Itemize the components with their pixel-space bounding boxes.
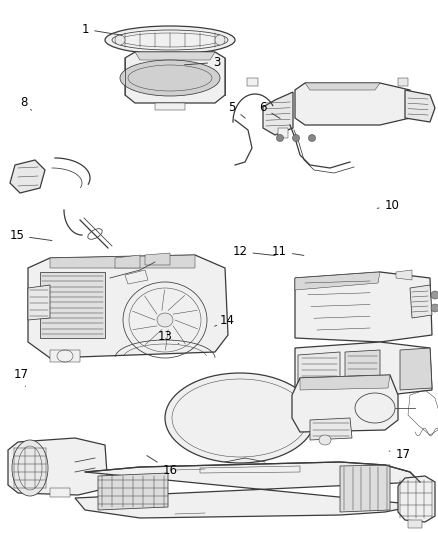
Ellipse shape: [12, 440, 48, 496]
Ellipse shape: [115, 35, 125, 45]
Text: 17: 17: [389, 448, 410, 461]
Polygon shape: [410, 285, 432, 318]
Polygon shape: [40, 272, 105, 338]
Text: 15: 15: [9, 229, 52, 242]
Polygon shape: [292, 375, 398, 432]
Ellipse shape: [308, 134, 315, 141]
Polygon shape: [28, 255, 228, 358]
Polygon shape: [115, 255, 140, 268]
Text: 17: 17: [14, 368, 28, 386]
Text: 1: 1: [81, 23, 122, 36]
Polygon shape: [398, 476, 435, 522]
Ellipse shape: [105, 26, 235, 54]
Polygon shape: [125, 52, 225, 103]
Ellipse shape: [431, 291, 438, 299]
Polygon shape: [50, 488, 70, 497]
Text: 11: 11: [272, 245, 304, 258]
Text: 12: 12: [233, 245, 276, 258]
Polygon shape: [247, 78, 258, 86]
Polygon shape: [155, 103, 185, 110]
Polygon shape: [295, 272, 380, 290]
Polygon shape: [75, 462, 420, 518]
Polygon shape: [300, 375, 390, 390]
Polygon shape: [263, 92, 293, 135]
Polygon shape: [400, 348, 432, 390]
Polygon shape: [145, 253, 170, 265]
Text: 13: 13: [158, 330, 179, 344]
Polygon shape: [10, 160, 45, 193]
Polygon shape: [340, 465, 390, 512]
Polygon shape: [298, 352, 340, 388]
Ellipse shape: [157, 313, 173, 327]
Polygon shape: [295, 83, 415, 125]
Ellipse shape: [293, 134, 300, 141]
Polygon shape: [345, 350, 380, 388]
Text: 5: 5: [229, 101, 245, 118]
Text: 10: 10: [377, 199, 399, 212]
Text: 8: 8: [21, 96, 32, 110]
Text: 6: 6: [259, 101, 280, 118]
Ellipse shape: [276, 134, 283, 141]
Polygon shape: [295, 342, 432, 396]
Polygon shape: [125, 270, 148, 284]
Polygon shape: [278, 128, 288, 138]
Polygon shape: [28, 285, 50, 320]
Ellipse shape: [431, 304, 438, 312]
Text: 3: 3: [184, 56, 220, 69]
Polygon shape: [135, 52, 215, 60]
Polygon shape: [398, 78, 408, 86]
Polygon shape: [305, 83, 380, 90]
Polygon shape: [98, 473, 168, 510]
Ellipse shape: [319, 435, 331, 445]
Polygon shape: [8, 438, 108, 495]
Ellipse shape: [215, 35, 225, 45]
Polygon shape: [50, 350, 80, 362]
Ellipse shape: [165, 373, 315, 463]
Ellipse shape: [120, 60, 220, 96]
Polygon shape: [408, 520, 422, 528]
Text: 14: 14: [215, 314, 234, 327]
Polygon shape: [405, 90, 435, 122]
Polygon shape: [310, 418, 352, 440]
Polygon shape: [295, 272, 432, 342]
Polygon shape: [50, 255, 195, 268]
Polygon shape: [396, 270, 412, 280]
Text: 16: 16: [147, 456, 177, 477]
